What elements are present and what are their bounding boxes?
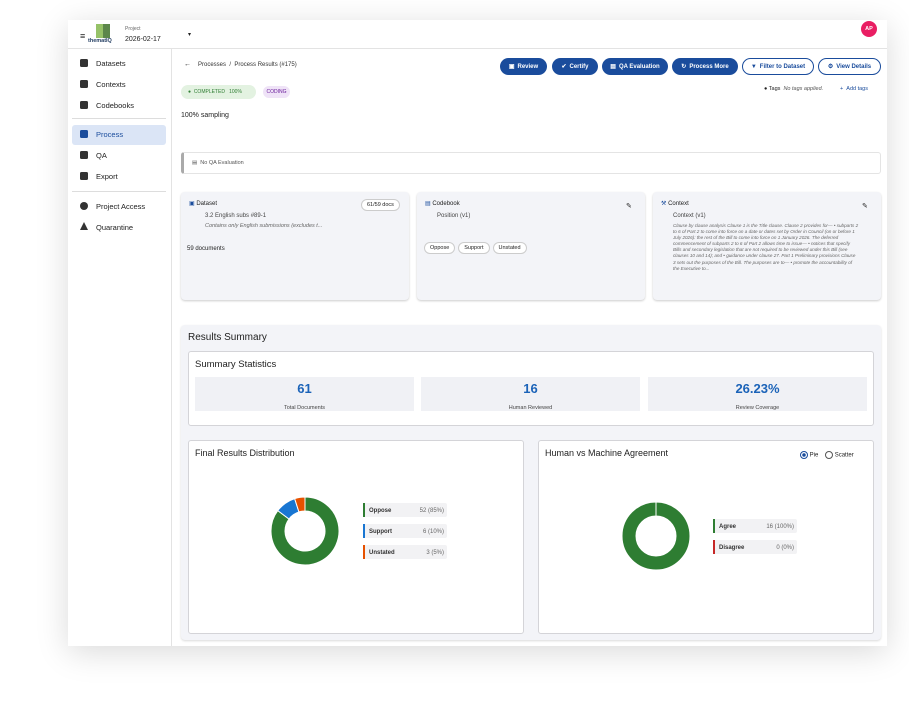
nav-icon [80,130,88,138]
context-text: Clause by clause analysis Clause 1 is th… [673,223,859,271]
card-title: ▣ Dataset [189,201,218,207]
nav-icon [80,59,88,67]
sampling: 100% sampling [181,112,229,119]
breadcrumb-link[interactable]: Processes [198,62,227,68]
context-card[interactable]: ⚒ Context ✎ Context (v1) Clause by claus… [653,192,881,300]
status-percent: 100% [229,89,242,95]
card-title: ▤ Codebook [425,201,460,207]
qa-button[interactable]: ▤ QA Evaluation [602,58,668,75]
chart-title: Human vs Machine Agreement [545,448,669,458]
nav-item[interactable]: Quarantine [96,223,134,232]
codebook-card[interactable]: ▤ Codebook ✎ Position (v1) Oppose Support… [417,192,645,300]
button-label: Filter to Dataset [759,63,806,70]
header-divider [68,48,887,49]
breadcrumb: Processes / Process Results (#175) [198,62,297,68]
dataset-description: Contains only English submissions (exclu… [205,223,323,229]
code-chip: Support [458,242,490,254]
button-label: QA Evaluation [618,63,660,70]
nav-icon [80,151,88,159]
radio-label: Pie [809,452,819,459]
nav-item[interactable]: Process [96,130,124,139]
stat-value: 61 [297,381,312,396]
nav-item[interactable]: Project Access [96,202,146,211]
logo: thematIQ [88,38,112,44]
dataset-name: 3.2 English subs #89-1 [205,213,267,219]
radio[interactable] [825,451,834,459]
nav-divider [72,118,166,119]
menu-icon[interactable]: ≡ [80,31,86,41]
edit-icon[interactable]: ✎ [862,203,868,210]
edit-icon[interactable]: ✎ [626,203,632,210]
breadcrumb-current: Process Results (#175) [234,62,297,68]
card-title: ⚒ Context [661,201,689,207]
code-list: Oppose Support Unstated [424,236,530,254]
avatar[interactable]: AP [861,21,877,37]
documents: 59 documents [187,246,225,252]
process-more-button[interactable]: ↻ Process More [672,58,738,75]
nav-item[interactable]: Codebooks [96,101,134,110]
stat-card: 16 Human Reviewed [421,377,640,411]
details-button[interactable]: ⚙ View Details [818,58,881,75]
dataset-card[interactable]: ▣ Dataset 61/59 docs 3.2 English subs #8… [181,192,409,300]
nav-item[interactable]: QA [96,151,107,160]
nav-divider [72,191,166,192]
qa-text: No QA Evaluation [200,160,244,166]
radio-checked[interactable] [800,451,808,459]
button-label: Process More [689,63,729,70]
chart-box [188,440,524,634]
button-label: View Details [836,63,872,70]
nav-item[interactable]: Datasets [96,59,126,68]
doc-count: 61/59 docs [361,199,400,211]
tags-empty: No tags applied. [783,86,824,92]
code-chip: Unstated [492,242,527,254]
radio-label: Scatter [834,452,854,459]
status-label: COMPLETED [193,89,225,95]
radio-group: Pie Scatter [800,451,854,459]
stat-value: 16 [523,381,538,396]
filter-button[interactable]: ▼ Filter to Dataset [742,58,814,75]
status-chip: ● COMPLETED 100% [181,85,256,99]
stat-card: 26.23% Review Coverage [648,377,867,411]
button-label: Review [517,63,539,70]
logo-mark [96,24,110,38]
context-version: Context (v1) [673,213,706,219]
button-label: Certify [569,63,589,70]
chart-box [538,440,874,634]
qa-box: ▤ No QA Evaluation [181,152,881,174]
certify-button[interactable]: ✔ Certify [552,58,598,75]
results-title: Results Summary [188,332,267,343]
project-label: Project [125,26,141,32]
add-tags-label: Add tags [846,86,868,92]
back-arrow[interactable]: ← [184,61,191,68]
nav-icon [80,202,88,210]
tags: ● Tags No tags applied. [764,86,824,92]
nav-icon [80,222,88,230]
review-button[interactable]: ▣ Review [500,58,547,75]
nav-icon [80,80,88,88]
type-chip: CODING [263,86,290,98]
stat-card: 61 Total Documents [195,377,414,411]
nav-icon [80,101,88,109]
nav-item[interactable]: Contexts [96,80,126,89]
summary-title: Summary Statistics [195,359,277,370]
sidebar-divider [171,48,172,646]
stat-value: 26.23% [735,381,780,396]
nav-item[interactable]: Export [96,172,118,181]
code-chip: Oppose [424,242,456,254]
chart-title: Final Results Distribution [195,448,295,458]
stat-label: Review Coverage [735,405,780,411]
tags-label: Tags [768,86,781,92]
project-date[interactable]: 2026-02-17 [125,36,161,43]
add-tags[interactable]: + Add tags [840,86,868,92]
codebook-version: Position (v1) [437,213,471,219]
stat-label: Human Reviewed [508,405,553,411]
dropdown[interactable]: ▾ [188,32,192,38]
nav-active [72,125,166,145]
nav-icon [80,172,88,180]
stat-label: Total Documents [284,405,325,411]
